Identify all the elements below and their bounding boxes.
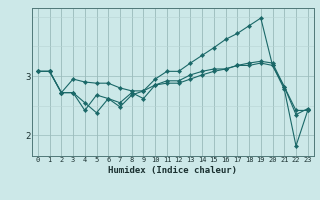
X-axis label: Humidex (Indice chaleur): Humidex (Indice chaleur) <box>108 166 237 175</box>
